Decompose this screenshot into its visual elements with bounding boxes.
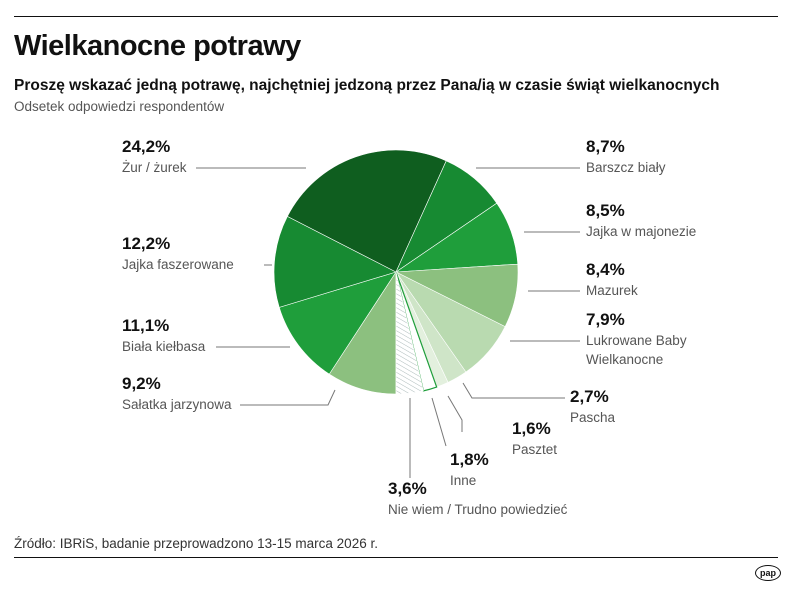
slice-name: Sałatka jarzynowa bbox=[122, 397, 232, 412]
slice-name: Jajka faszerowane bbox=[122, 257, 234, 272]
slice-name: Lukrowane Baby Wielkanocne bbox=[586, 333, 687, 367]
slice-name: Barszcz biały bbox=[586, 160, 666, 175]
slice-value: 3,6% bbox=[388, 479, 427, 498]
slice-label: 7,9% Lukrowane Baby Wielkanocne bbox=[586, 309, 726, 369]
slice-name: Jajka w majonezie bbox=[586, 224, 697, 239]
slice-value: 12,2% bbox=[122, 234, 171, 253]
leader-line bbox=[240, 389, 336, 406]
bottom-rule bbox=[14, 557, 778, 558]
slice-name: Nie wiem / Trudno powiedzieć bbox=[388, 502, 568, 517]
slice-label: 1,8% Inne bbox=[450, 449, 489, 490]
slice-label: 9,2% Sałatka jarzynowa bbox=[122, 373, 232, 414]
pie-slice bbox=[287, 149, 447, 273]
chart-note: Odsetek odpowiedzi respondentów bbox=[14, 99, 225, 114]
source-note: Źródło: IBRiS, badanie przeprowadzono 13… bbox=[14, 536, 378, 551]
slice-value: 24,2% bbox=[122, 137, 171, 156]
slice-value: 2,7% bbox=[570, 387, 609, 406]
slice-label: 3,6% Nie wiem / Trudno powiedzieć bbox=[388, 478, 567, 519]
slice-value: 11,1% bbox=[122, 316, 170, 335]
chart-title: Wielkanocne potrawy bbox=[14, 30, 301, 62]
slice-label: 24,2% Żur / żurek bbox=[122, 136, 187, 177]
slice-value: 1,8% bbox=[450, 450, 489, 469]
leader-line bbox=[447, 395, 463, 432]
pie-slice bbox=[278, 271, 397, 375]
top-rule bbox=[14, 16, 778, 17]
pie-slice bbox=[273, 215, 397, 308]
slice-label: 1,6% Pasztet bbox=[512, 418, 557, 459]
slice-value: 9,2% bbox=[122, 374, 161, 393]
pap-logo: pap bbox=[755, 565, 781, 581]
slice-name: Biała kiełbasa bbox=[122, 339, 206, 354]
slice-label: 8,5% Jajka w majonezie bbox=[586, 200, 696, 241]
slice-value: 7,9% bbox=[586, 310, 625, 329]
slice-value: 1,6% bbox=[512, 419, 551, 438]
slice-name: Mazurek bbox=[586, 283, 638, 298]
slice-value: 8,4% bbox=[586, 260, 625, 279]
slice-label: 2,7% Pascha bbox=[570, 386, 615, 427]
slice-label: 12,2% Jajka faszerowane bbox=[122, 233, 234, 274]
slice-label: 11,1% Biała kiełbasa bbox=[122, 315, 205, 356]
slice-label: 8,4% Mazurek bbox=[586, 259, 638, 300]
slice-name: Pascha bbox=[570, 410, 616, 425]
slice-label: 8,7% Barszcz biały bbox=[586, 136, 666, 177]
slice-name: Pasztet bbox=[512, 442, 558, 457]
slice-name: Inne bbox=[450, 473, 477, 488]
chart-subtitle: Proszę wskazać jedną potrawę, najchętnie… bbox=[14, 77, 720, 94]
slice-value: 8,7% bbox=[586, 137, 625, 156]
leader-line bbox=[431, 397, 447, 447]
slice-value: 8,5% bbox=[586, 201, 625, 220]
pie-slice bbox=[395, 271, 424, 395]
leader-line bbox=[462, 382, 565, 399]
slice-name: Żur / żurek bbox=[122, 160, 187, 175]
